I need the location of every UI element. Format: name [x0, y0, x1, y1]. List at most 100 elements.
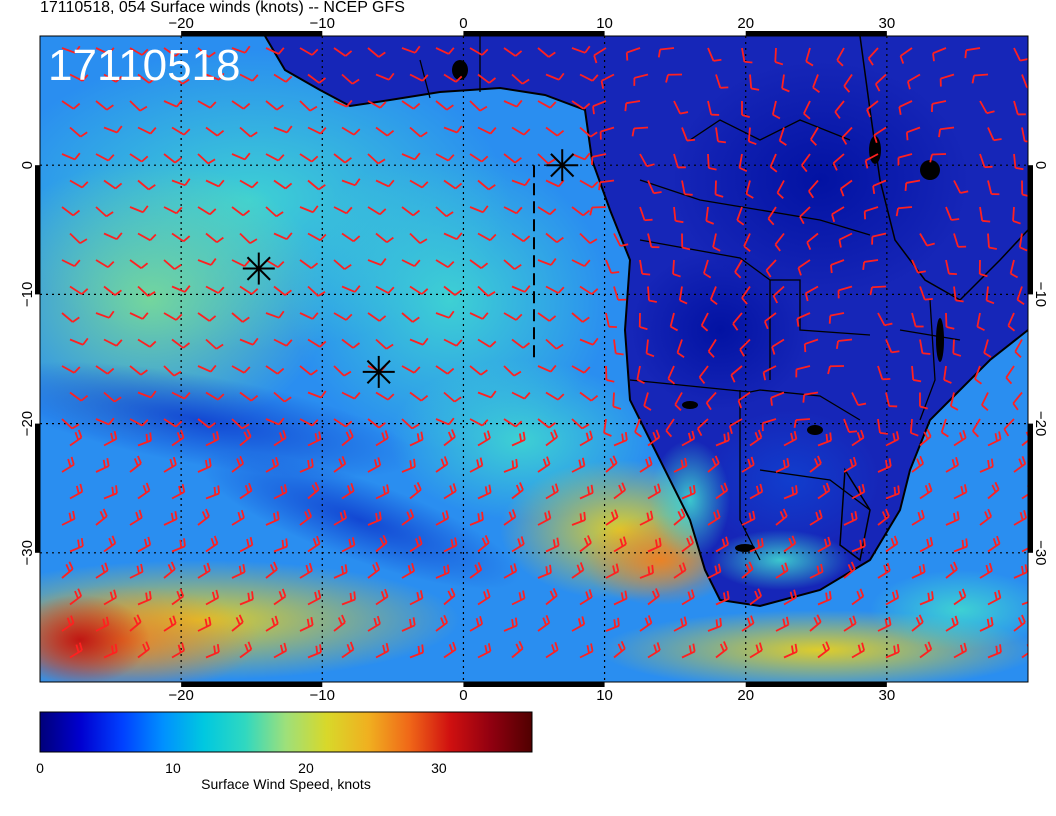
wind-barb	[667, 365, 676, 385]
wind-barb	[341, 285, 361, 293]
wind-barb	[171, 178, 191, 187]
wind-barb	[95, 562, 109, 579]
wind-barb	[511, 536, 525, 553]
wind-barb	[333, 510, 347, 526]
wind-barb	[737, 391, 751, 409]
wind-barb	[783, 430, 798, 447]
wind-barb	[749, 429, 763, 447]
wind-barb	[866, 100, 879, 118]
wind-barb	[830, 259, 845, 274]
wind-barb	[367, 457, 382, 473]
lon-label-bottom: 10	[596, 687, 613, 704]
wind-barb	[709, 286, 718, 306]
wind-barb	[943, 365, 952, 384]
wind-barb	[61, 312, 80, 323]
wind-barb	[341, 232, 361, 243]
wind-barb	[705, 206, 715, 225]
wind-barb	[163, 312, 183, 321]
wind-barb	[612, 392, 622, 410]
wind-barb	[835, 338, 853, 350]
wind-barb	[911, 365, 922, 383]
wind-barb	[197, 508, 210, 526]
wind-barb	[273, 338, 293, 347]
wind-barb	[171, 338, 191, 349]
wind-barb	[333, 418, 353, 428]
wind-barb	[307, 73, 327, 84]
wind-barb	[985, 286, 995, 305]
edge-bar-top	[745, 31, 887, 36]
wind-barb	[239, 641, 253, 659]
wind-barb	[945, 615, 959, 632]
wind-barb	[743, 233, 751, 253]
wind-barb	[579, 484, 594, 500]
wind-barb	[605, 563, 620, 579]
colorbar-label: Surface Wind Speed, knots	[201, 776, 371, 792]
wind-barb	[613, 641, 626, 659]
wind-barb	[681, 127, 696, 142]
wind-barb	[307, 481, 320, 500]
wind-barb	[239, 73, 259, 82]
wind-barb	[911, 614, 924, 632]
wind-barb	[1003, 418, 1015, 437]
wind-barb	[401, 45, 421, 54]
wind-barb	[95, 206, 114, 218]
wind-barb	[375, 179, 395, 188]
wind-barb	[707, 100, 720, 116]
wind-barb	[299, 100, 318, 112]
wind-barb	[851, 642, 865, 659]
wind-barb	[672, 259, 681, 278]
wind-barb	[171, 642, 185, 659]
wind-barb	[774, 232, 785, 252]
wind-barb	[863, 206, 879, 220]
wind-barb	[171, 538, 186, 553]
wind-barb	[953, 642, 968, 659]
wind-barb	[341, 641, 355, 659]
wind-barb	[375, 642, 390, 659]
wind-barb	[817, 590, 832, 606]
wind-barb	[375, 126, 395, 137]
wind-barb	[129, 153, 149, 163]
wind-barb	[469, 365, 488, 376]
wind-barb	[911, 564, 926, 579]
wind-barb	[869, 285, 887, 296]
wind-barb	[69, 483, 84, 500]
wind-barb	[739, 338, 751, 357]
wind-barb	[589, 206, 607, 216]
wind-barb	[953, 538, 968, 553]
wind-barb	[443, 587, 456, 606]
wind-barb	[571, 365, 591, 374]
wind-barb	[634, 418, 642, 438]
wind-barb	[919, 428, 932, 447]
asterisk-marker	[546, 149, 579, 182]
wind-barb	[375, 484, 390, 500]
wind-barb	[205, 126, 225, 137]
wind-barb	[783, 589, 797, 606]
wind-barb	[409, 644, 424, 659]
wind-barb	[299, 617, 314, 632]
wind-barb	[171, 73, 190, 85]
wind-barb	[511, 391, 531, 400]
wind-barb	[647, 483, 661, 500]
wind-barb	[707, 617, 722, 632]
wind-barb	[61, 561, 74, 579]
wind-barb	[545, 391, 565, 401]
wind-barb	[307, 338, 327, 348]
wind-barb	[803, 338, 819, 353]
wind-barb	[443, 483, 457, 500]
wind-barb	[537, 153, 556, 165]
wind-barb	[707, 563, 722, 579]
wind-barb	[545, 641, 559, 659]
wind-barb	[231, 614, 244, 632]
wind-barb	[1005, 365, 1015, 385]
wind-barb	[761, 418, 777, 432]
wind-barb	[163, 153, 182, 164]
wind-barb	[987, 233, 998, 250]
wind-barb	[307, 589, 322, 606]
wind-barb	[730, 365, 743, 383]
wind-barb	[205, 179, 225, 188]
wind-barb	[545, 429, 559, 447]
wind-barb	[205, 643, 220, 659]
wind-barb	[197, 562, 211, 579]
wind-barb	[469, 457, 484, 473]
wind-barb	[409, 431, 424, 447]
